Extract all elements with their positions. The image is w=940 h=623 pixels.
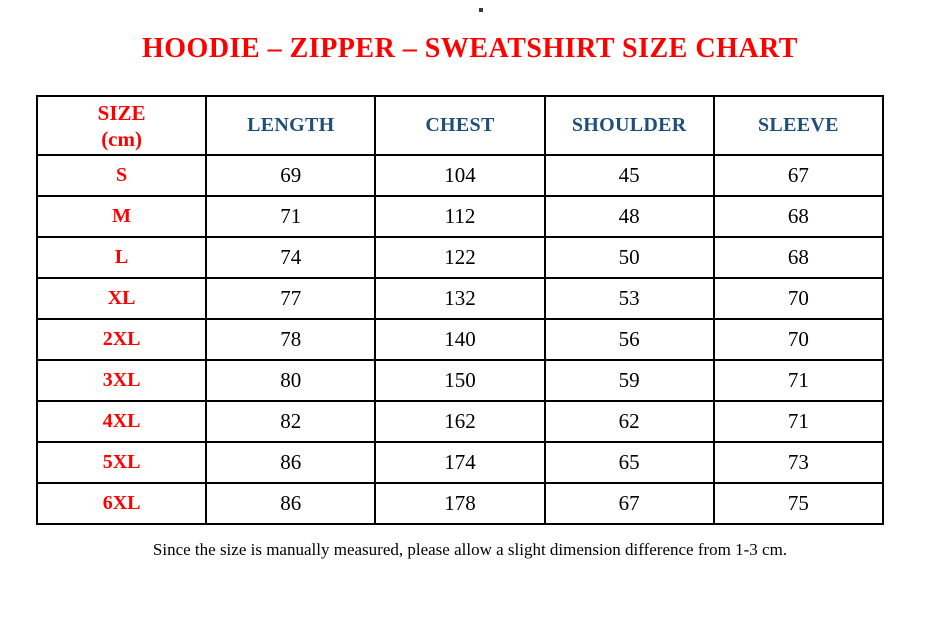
chest-value: 150 (374, 359, 546, 402)
stray-dot (479, 8, 483, 12)
size-label: 4XL (35, 400, 208, 443)
chest-value: 174 (374, 441, 546, 484)
size-label: 5XL (35, 441, 208, 484)
chest-value: 162 (374, 400, 546, 443)
chest-value: 140 (374, 318, 546, 361)
column-header-chest: CHEST (374, 95, 546, 156)
table-row: 6XL 86 178 67 75 (35, 482, 885, 525)
table-row: L 74 122 50 68 (35, 236, 885, 279)
length-value: 78 (205, 318, 377, 361)
size-header-line2: (cm) (101, 126, 142, 151)
table-row: S 69 104 45 67 (35, 154, 885, 197)
table-row: M 71 112 48 68 (35, 195, 885, 238)
table-header-row: SIZE (cm) LENGTH CHEST SHOULDER SLEEVE (35, 95, 885, 156)
size-label: 2XL (35, 318, 208, 361)
size-label: 3XL (35, 359, 208, 402)
sleeve-value: 73 (712, 441, 885, 484)
column-header-size: SIZE (cm) (35, 95, 208, 156)
shoulder-value: 65 (543, 441, 715, 484)
shoulder-value: 50 (543, 236, 715, 279)
sleeve-value: 75 (712, 482, 885, 525)
size-label: XL (35, 277, 208, 320)
shoulder-value: 48 (543, 195, 715, 238)
chest-value: 178 (374, 482, 546, 525)
sleeve-value: 67 (712, 154, 885, 197)
shoulder-value: 45 (543, 154, 715, 197)
table-row: 2XL 78 140 56 70 (35, 318, 885, 361)
chest-value: 132 (374, 277, 546, 320)
sleeve-value: 68 (712, 236, 885, 279)
chest-value: 122 (374, 236, 546, 279)
sleeve-value: 71 (712, 359, 885, 402)
size-label: S (35, 154, 208, 197)
size-chart-table: SIZE (cm) LENGTH CHEST SHOULDER SLEEVE S… (35, 95, 885, 525)
length-value: 86 (205, 482, 377, 525)
page-title: HOODIE – ZIPPER – SWEATSHIRT SIZE CHART (142, 33, 798, 64)
shoulder-value: 56 (543, 318, 715, 361)
size-label: L (35, 236, 208, 279)
shoulder-value: 59 (543, 359, 715, 402)
table-row: 3XL 80 150 59 71 (35, 359, 885, 402)
sleeve-value: 71 (712, 400, 885, 443)
shoulder-value: 53 (543, 277, 715, 320)
length-value: 69 (205, 154, 377, 197)
table-row: 4XL 82 162 62 71 (35, 400, 885, 443)
table-row: XL 77 132 53 70 (35, 277, 885, 320)
column-header-shoulder: SHOULDER (543, 95, 715, 156)
size-header-line1: SIZE (97, 100, 146, 125)
sleeve-value: 70 (712, 277, 885, 320)
size-label: M (35, 195, 208, 238)
length-value: 74 (205, 236, 377, 279)
column-header-length: LENGTH (205, 95, 377, 156)
length-value: 77 (205, 277, 377, 320)
shoulder-value: 62 (543, 400, 715, 443)
length-value: 71 (205, 195, 377, 238)
length-value: 82 (205, 400, 377, 443)
footer-note: Since the size is manually measured, ple… (152, 540, 788, 559)
length-value: 86 (205, 441, 377, 484)
table-row: 5XL 86 174 65 73 (35, 441, 885, 484)
chest-value: 112 (374, 195, 546, 238)
length-value: 80 (205, 359, 377, 402)
column-header-sleeve: SLEEVE (712, 95, 885, 156)
size-label: 6XL (35, 482, 208, 525)
sleeve-value: 68 (712, 195, 885, 238)
sleeve-value: 70 (712, 318, 885, 361)
chest-value: 104 (374, 154, 546, 197)
shoulder-value: 67 (543, 482, 715, 525)
